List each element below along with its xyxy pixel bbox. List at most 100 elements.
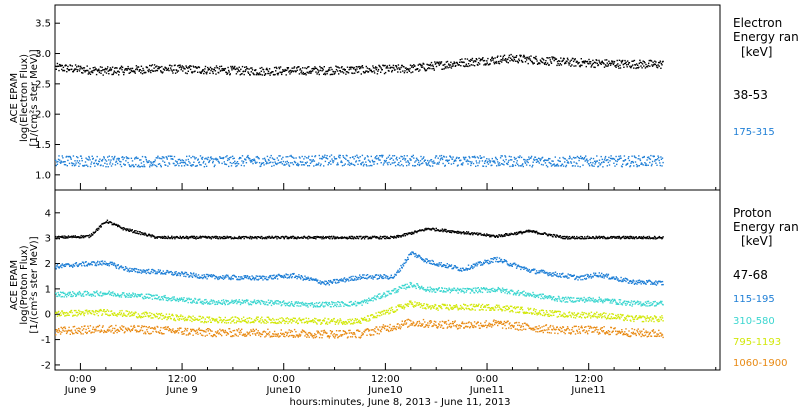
- proton-point: [215, 275, 217, 278]
- electron-point: [254, 159, 256, 161]
- proton-point: [138, 295, 140, 297]
- proton-point: [306, 277, 309, 280]
- proton-point: [425, 289, 428, 291]
- electron-point: [63, 163, 66, 166]
- proton-point: [141, 232, 143, 234]
- proton-point: [574, 278, 577, 280]
- proton-point: [302, 237, 304, 239]
- proton-point: [242, 301, 245, 303]
- electron-point: [417, 68, 419, 70]
- electron-point: [410, 159, 412, 161]
- electron-point: [173, 162, 175, 165]
- electron-point: [284, 69, 287, 72]
- electron-point: [331, 158, 333, 160]
- electron-point: [169, 64, 171, 67]
- proton-point: [483, 261, 485, 264]
- electron-point: [335, 65, 337, 67]
- electron-point: [127, 65, 129, 68]
- electron-point: [562, 59, 564, 61]
- proton-point: [61, 292, 63, 294]
- electron-point: [546, 57, 548, 59]
- electron-point: [638, 165, 640, 167]
- electron-point: [447, 159, 449, 162]
- proton-point: [211, 235, 214, 238]
- electron-point: [230, 156, 232, 158]
- electron-point: [452, 162, 455, 165]
- electron-point: [78, 65, 80, 68]
- electron-point: [186, 72, 188, 75]
- electron-point: [340, 160, 343, 162]
- electron-point: [89, 67, 91, 70]
- proton-point: [199, 276, 201, 278]
- electron-point: [374, 157, 376, 159]
- electron-point: [225, 163, 228, 166]
- electron-point: [477, 62, 480, 64]
- electron-point: [73, 163, 75, 165]
- electron-point: [486, 161, 488, 164]
- proton-point: [325, 237, 327, 239]
- electron-point: [472, 156, 474, 158]
- proton-point: [430, 228, 432, 230]
- proton-point: [438, 262, 440, 264]
- proton-point: [615, 276, 617, 278]
- proton-point: [369, 275, 372, 277]
- electron-point: [123, 73, 125, 76]
- proton-point: [467, 232, 469, 234]
- electron-point: [636, 67, 638, 69]
- proton-point: [622, 278, 625, 280]
- proton-point: [355, 237, 357, 240]
- proton-point: [501, 260, 503, 263]
- proton-point: [103, 292, 105, 295]
- electron-point: [547, 57, 549, 59]
- electron-point: [431, 68, 433, 70]
- proton-point: [328, 280, 330, 282]
- proton-point: [129, 294, 132, 296]
- electron-point: [655, 64, 658, 67]
- electron-point: [615, 66, 617, 68]
- electron-point: [119, 68, 121, 70]
- electron-point: [483, 59, 486, 62]
- proton-point: [131, 268, 133, 270]
- electron-point: [155, 164, 157, 167]
- proton-point: [94, 295, 96, 297]
- proton-point: [605, 275, 607, 277]
- electron-point: [105, 72, 108, 74]
- electron-point: [87, 165, 89, 168]
- proton-point: [457, 232, 459, 234]
- proton-point: [503, 234, 506, 236]
- electron-point: [244, 66, 246, 68]
- proton-point: [248, 237, 250, 239]
- proton-point: [580, 238, 583, 240]
- electron-point: [409, 67, 411, 70]
- proton-point: [335, 237, 338, 239]
- proton-point: [241, 276, 243, 278]
- proton-point: [495, 260, 497, 263]
- electron-point: [246, 67, 249, 70]
- proton-point: [149, 234, 152, 236]
- electron-point: [515, 55, 518, 57]
- proton-point: [371, 275, 374, 277]
- electron-point: [376, 155, 378, 157]
- electron-point: [279, 155, 281, 157]
- proton-point: [501, 261, 504, 264]
- proton-point: [235, 299, 237, 301]
- electron-point: [214, 70, 217, 72]
- proton-point: [193, 272, 195, 274]
- electron-point: [197, 158, 199, 160]
- proton-point: [573, 237, 575, 239]
- proton-point: [627, 236, 629, 239]
- electron-point: [468, 59, 470, 62]
- electron-point: [342, 156, 345, 159]
- electron-point: [248, 68, 250, 70]
- proton-point: [607, 236, 609, 239]
- electron-point: [330, 163, 332, 165]
- electron-point: [178, 66, 181, 69]
- electron-point: [308, 165, 311, 167]
- proton-point: [543, 272, 545, 274]
- proton-point: [60, 236, 62, 238]
- electron-point: [324, 154, 326, 156]
- electron-point: [624, 159, 627, 161]
- proton-point: [620, 276, 622, 279]
- electron-point: [513, 156, 516, 159]
- electron-point: [467, 163, 469, 165]
